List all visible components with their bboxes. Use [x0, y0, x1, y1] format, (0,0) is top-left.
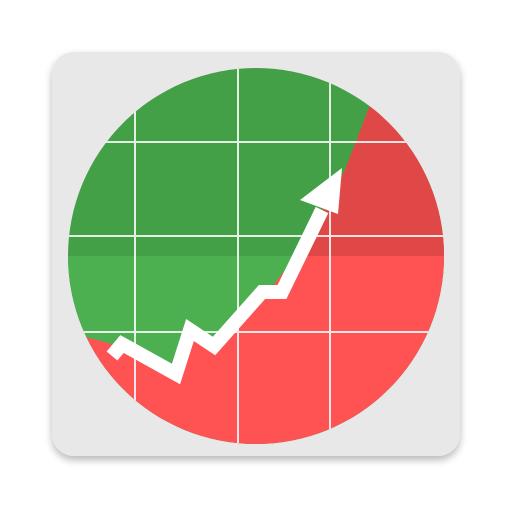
grid-lines: [68, 68, 444, 444]
trend-line: [106, 206, 329, 385]
trend-arrow-head: [300, 168, 342, 214]
